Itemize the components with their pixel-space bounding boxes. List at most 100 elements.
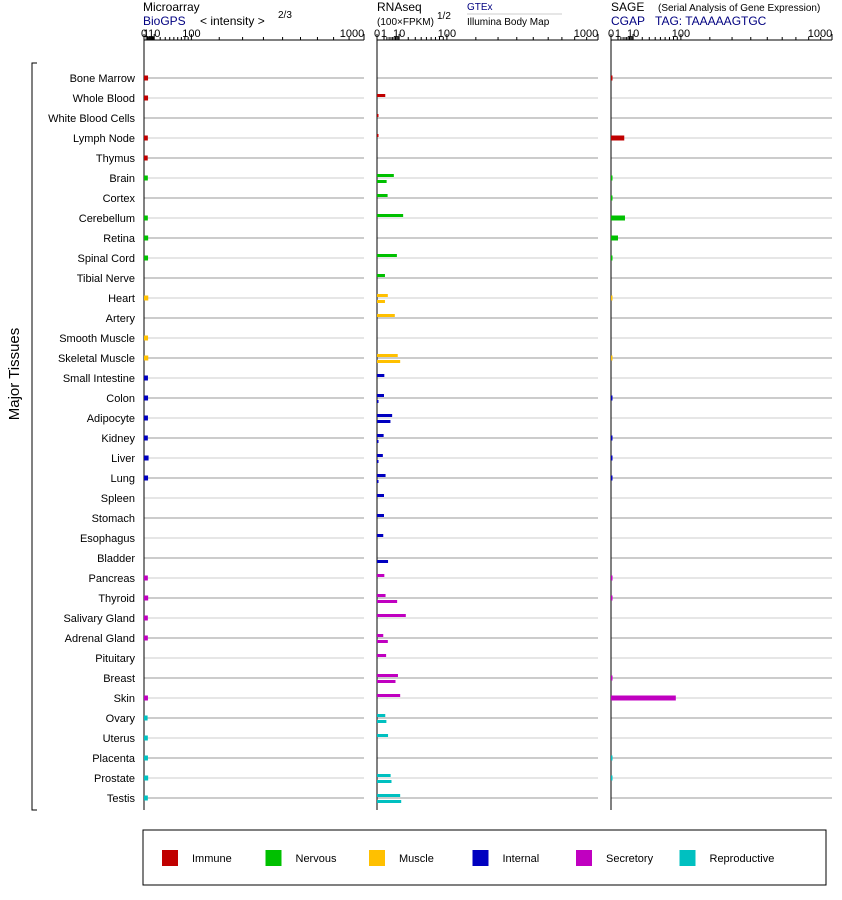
bar [377,560,389,563]
bar [611,695,676,701]
bar [144,615,148,621]
microarray-metric: < intensity > [200,14,265,28]
bar [611,755,613,761]
bar [377,714,386,717]
bar [144,295,149,301]
bar [377,494,384,497]
tissue-label: Breast [103,673,135,685]
y-axis-label: Major Tissues [6,328,23,421]
sage-tag: TAG: TAAAAAGTGC [655,14,767,28]
tissue-label: Adipocyte [87,413,135,425]
legend-swatch-muscle [369,850,385,866]
tick-label: 1000 [340,28,364,40]
tissue-label: Uterus [103,733,136,745]
bar [377,474,386,477]
bar [377,640,388,643]
bar [377,180,387,183]
bar [144,795,148,801]
bar [377,780,392,783]
tick-label: 1 [615,28,621,40]
tissue-label: Thyroid [98,593,135,605]
bar [144,575,148,581]
tick-label: 1000 [574,28,598,40]
tissue-label: Cortex [103,193,136,205]
bar [377,134,379,137]
tissue-label: Cerebellum [79,213,135,225]
bar [377,94,386,97]
bar [377,354,398,357]
tissue-label: Thymus [96,153,136,165]
tissue-label: Bladder [97,553,135,565]
legend-label-muscle: Muscle [399,853,434,865]
legend-swatch-nervous [265,850,282,866]
tissue-label: Liver [111,453,135,465]
bar [377,300,385,303]
tick-label: 100 [438,28,456,40]
bar [611,235,618,241]
bar [144,95,149,101]
tissue-label: Adrenal Gland [65,633,135,645]
bar [377,614,406,617]
bar [611,215,625,221]
rnaseq-source-gtex[interactable]: GTEx [467,2,493,13]
bar [144,715,148,721]
tissue-label: White Blood Cells [48,113,135,125]
bar [377,654,387,657]
bar [377,274,385,277]
rnaseq-metric-exponent: 1/2 [437,11,451,22]
tissue-label: Testis [107,793,136,805]
bar [144,735,148,741]
tick-label: 100 [182,28,200,40]
bar [144,475,149,481]
tick-label: 1000 [808,28,832,40]
bar [377,634,384,637]
bar [144,415,148,421]
bar [377,294,388,297]
bar [377,194,388,197]
bar [144,335,149,341]
bar [377,254,397,257]
bar [377,800,402,803]
bar [377,434,384,437]
tissue-label: Stomach [92,513,135,525]
bar [611,195,613,201]
bar [377,174,394,177]
bar [611,435,613,441]
bar [144,395,149,401]
bar [377,674,398,677]
bar [377,680,396,683]
panel-rnaseq: 0 1 10 100 1000 [374,28,599,810]
bar [611,775,613,781]
tissue-label: Artery [106,313,136,325]
tissue-label: Bone Marrow [70,73,135,85]
tissue-label: Spinal Cord [78,253,135,265]
tissue-label: Salivary Gland [63,613,135,625]
bar [377,314,395,317]
sage-subtitle: (Serial Analysis of Gene Expression) [658,3,820,14]
tissue-label: Lymph Node [73,133,135,145]
bar [377,734,389,737]
rnaseq-title: RNAseq [377,0,422,14]
sage-title: SAGE [611,0,644,14]
microarray-source[interactable]: BioGPS [143,14,186,28]
bar [377,420,391,423]
bar [144,435,148,441]
bar [611,255,613,261]
tissue-bracket [31,62,37,811]
bar [611,575,613,581]
tissue-label: Pituitary [95,653,135,665]
bar [377,400,379,403]
bar [611,295,613,301]
bar [144,135,148,141]
tissue-label: Prostate [94,773,135,785]
microarray-header: Microarray BioGPS < intensity > 2/3 [143,0,292,28]
bar [377,694,401,697]
bar [377,374,385,377]
tissue-label: Smooth Muscle [59,333,135,345]
legend-label-nervous: Nervous [296,853,337,865]
bar [611,455,613,461]
sage-source[interactable]: CGAP [611,14,645,28]
bar [377,774,391,777]
